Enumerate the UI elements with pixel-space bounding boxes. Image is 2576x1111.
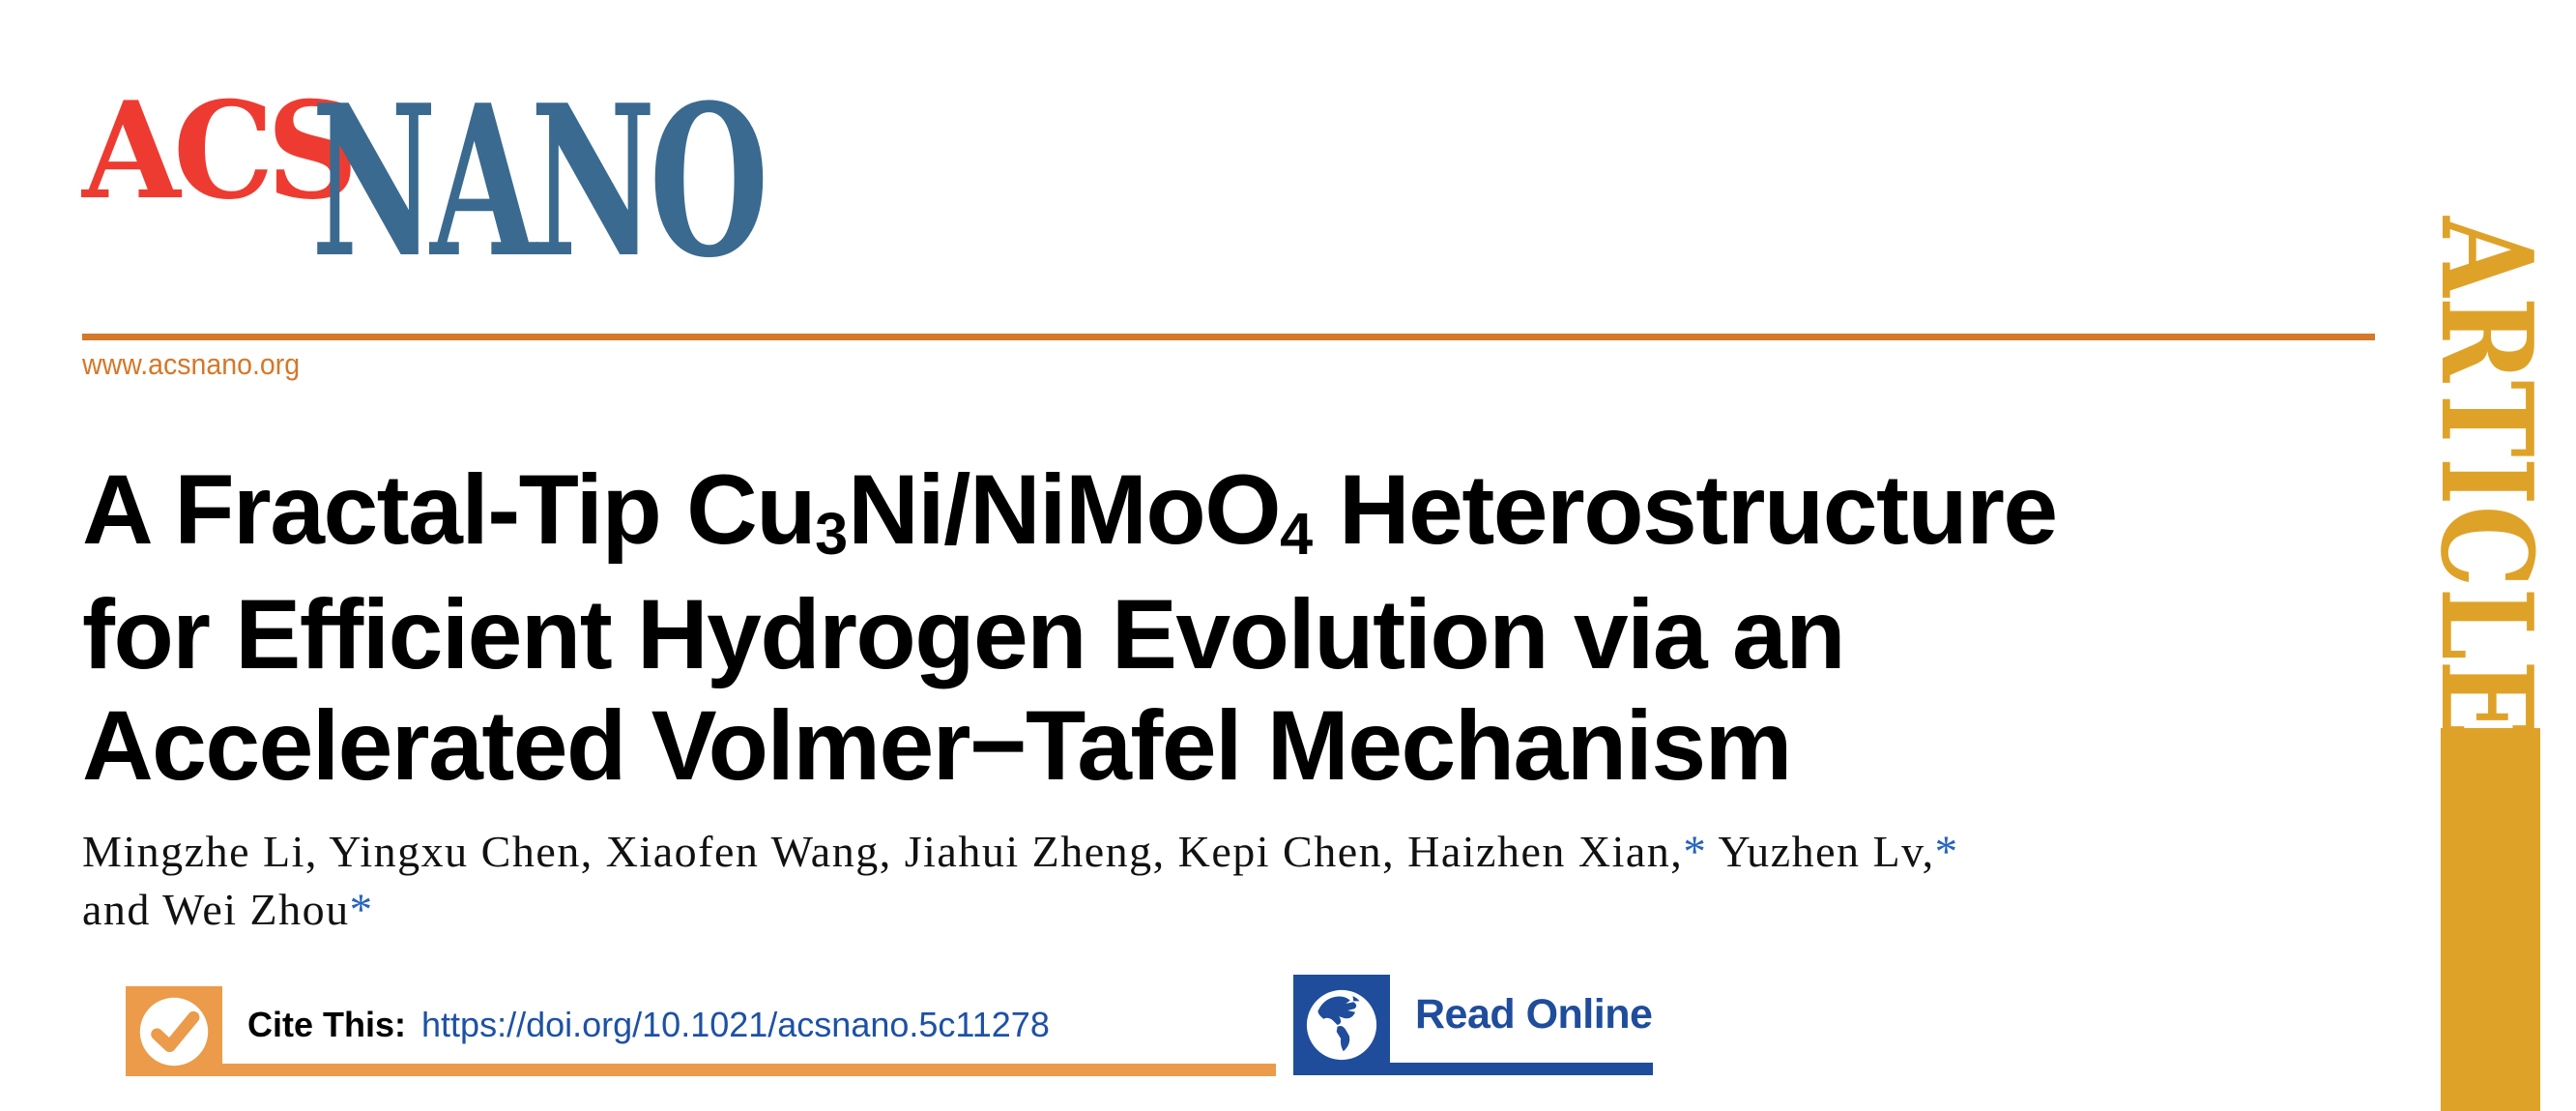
globe-icon: [1306, 989, 1377, 1061]
title-line1-pre: A Fractal-Tip Cu: [82, 454, 817, 565]
masthead-divider: [82, 334, 2375, 340]
cite-this-row: Cite This: https://doi.org/10.1021/acsna…: [247, 1006, 1050, 1044]
read-online-label[interactable]: Read Online: [1415, 991, 1653, 1038]
doi-link[interactable]: https://doi.org/10.1021/acsnano.5c11278: [421, 1005, 1050, 1044]
title-subscript-3: 3: [815, 501, 849, 568]
acs-logo-text: ACS: [82, 72, 359, 229]
title-line1-mid: Ni/NiMoO: [848, 454, 1281, 565]
title-line-3: Accelerated Volmer−Tafel Mechanism: [82, 690, 1792, 801]
cite-underline-bar: [222, 1064, 1276, 1076]
checkmark-icon: [139, 997, 209, 1066]
cite-this-badge: [126, 986, 222, 1076]
article-title: A Fractal-Tip Cu3Ni/NiMoO4 Heterostructu…: [82, 454, 2058, 802]
corresponding-author-asterisk: *: [349, 885, 374, 935]
title-line-1: A Fractal-Tip Cu3Ni/NiMoO4 Heterostructu…: [82, 454, 2058, 579]
title-line-2: for Efficient Hydrogen Evolution via an: [82, 579, 1846, 689]
read-online-badge[interactable]: [1293, 975, 1390, 1075]
author-names-part3: and Wei Zhou: [82, 885, 350, 934]
corresponding-author-asterisk: *: [1934, 827, 1959, 877]
read-online-underline-bar: [1390, 1063, 1653, 1075]
journal-website-link[interactable]: www.acsnano.org: [82, 347, 301, 381]
author-list: Mingzhe Li, Yingxu Chen, Xiaofen Wang, J…: [82, 823, 1959, 939]
cite-this-label: Cite This:: [247, 1005, 407, 1044]
corresponding-author-asterisk: *: [1683, 827, 1708, 877]
article-type-bar: [2441, 728, 2540, 1111]
article-type-label: ARTICLE: [2413, 217, 2561, 739]
author-line-1: Mingzhe Li, Yingxu Chen, Xiaofen Wang, J…: [82, 823, 1959, 881]
author-names-part2: Yuzhen Lv,: [1707, 827, 1935, 876]
nano-logo-text: NANO: [311, 59, 768, 304]
title-line1-post: Heterostructure: [1313, 454, 2058, 565]
author-names-part1: Mingzhe Li, Yingxu Chen, Xiaofen Wang, J…: [82, 827, 1684, 876]
author-line-2: and Wei Zhou*: [82, 881, 1959, 939]
title-subscript-4: 4: [1280, 501, 1314, 568]
